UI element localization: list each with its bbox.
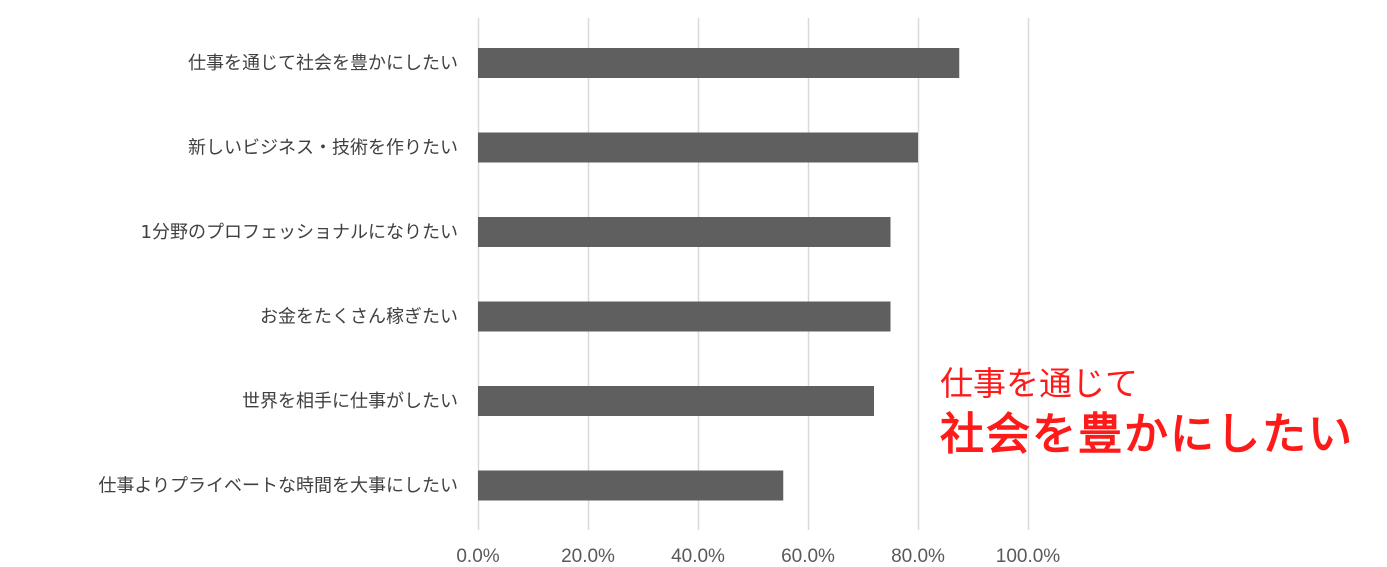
bar xyxy=(478,48,960,78)
x-tick-labels: 0.0% 20.0% 40.0% 60.0% 80.0% 100.0% xyxy=(456,546,1060,567)
x-tick-label: 40.0% xyxy=(671,546,725,567)
x-tick-label: 100.0% xyxy=(996,546,1061,567)
gridlines xyxy=(477,18,1030,530)
bars xyxy=(478,48,960,501)
callout-line-1: 仕事を通じて xyxy=(940,364,1138,403)
callout-annotation: 仕事を通じて 社会を豊かにしたい xyxy=(940,362,1354,464)
bar xyxy=(478,217,891,247)
bar xyxy=(478,132,918,163)
bar xyxy=(478,470,784,501)
category-label: 1分野のプロフェッショナルになりたい xyxy=(141,222,458,243)
x-tick-label: 0.0% xyxy=(456,546,499,567)
x-tick-label: 80.0% xyxy=(891,546,945,567)
callout-line-2: 社会を豊かにしたい xyxy=(940,409,1354,460)
category-label: 新しいビジネス・技術を作りたい xyxy=(188,138,458,159)
category-label: 仕事を通じて社会を豊かにしたい xyxy=(188,53,458,74)
x-tick-label: 20.0% xyxy=(561,546,615,567)
category-label: 仕事よりプライベートな時間を大事にしたい xyxy=(98,476,458,497)
x-tick-label: 60.0% xyxy=(781,546,835,567)
category-label: お金をたくさん稼ぎたい xyxy=(260,307,458,328)
bar xyxy=(478,301,891,332)
category-label: 世界を相手に仕事がしたい xyxy=(242,391,458,412)
bar xyxy=(478,386,874,416)
